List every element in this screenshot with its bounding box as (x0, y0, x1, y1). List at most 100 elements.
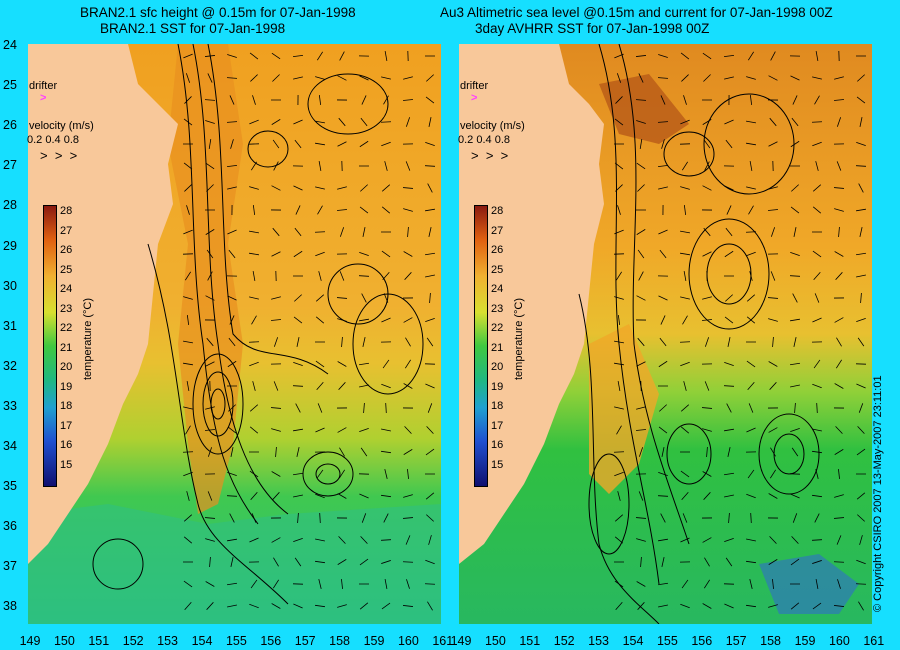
vector-arrow (226, 121, 238, 123)
vector-arrow (726, 205, 732, 215)
vector-arrow (680, 119, 690, 125)
vector-arrow (616, 425, 622, 435)
vector-arrow (838, 468, 840, 480)
vector-arrow (227, 229, 237, 235)
vector-arrow (228, 337, 236, 347)
vector-arrow (772, 578, 774, 590)
vector-arrow (315, 120, 325, 124)
vector-arrow (658, 538, 668, 542)
vector-arrow (293, 494, 303, 498)
vector-arrow (362, 337, 366, 347)
vector-arrow (724, 428, 734, 432)
vector-arrow (635, 99, 647, 101)
vector-arrow (791, 117, 799, 127)
lon-label: 150 (53, 634, 75, 648)
vector-arrow (791, 447, 799, 457)
vector-arrow (273, 337, 279, 347)
vector-arrow (205, 295, 215, 301)
vector-arrow (791, 184, 799, 192)
vector-arrow (706, 446, 708, 458)
right-sea-level-contours (578, 44, 820, 624)
vector-arrow (184, 96, 192, 104)
vector-arrow (680, 296, 690, 300)
vector-arrow (294, 227, 302, 237)
vector-arrow (271, 428, 281, 432)
vector-arrow (205, 406, 215, 410)
vector-arrow (293, 316, 303, 324)
right-map-panel (459, 44, 872, 624)
vector-arrow (857, 337, 865, 347)
vector-arrow (725, 227, 733, 237)
vector-arrow (835, 426, 843, 434)
vector-arrow (249, 230, 259, 234)
vector-arrow (227, 360, 237, 368)
vector-arrow (184, 601, 192, 611)
vector-arrow (293, 185, 303, 191)
vector-arrow (702, 428, 712, 432)
vector-arrow (338, 469, 346, 479)
colorbar-tick: 17 (60, 419, 73, 432)
vector-arrow (314, 604, 326, 608)
colorbar-tick: 19 (491, 380, 504, 393)
vector-arrow (339, 271, 345, 281)
vector-arrow (769, 469, 777, 479)
vector-arrow (745, 231, 757, 233)
vector-arrow (226, 495, 238, 497)
vector-arrow (724, 119, 734, 125)
left-sea-level-contours (92, 44, 424, 605)
vector-arrow (680, 603, 690, 609)
vector-arrow (271, 119, 281, 125)
vector-arrow (204, 517, 216, 519)
vector-arrow (790, 75, 800, 81)
vector-arrow (613, 451, 625, 453)
vector-arrow (336, 209, 348, 211)
vector-arrow (657, 495, 669, 497)
vector-arrow (250, 74, 258, 82)
vector-arrow (790, 427, 800, 433)
vector-arrow (614, 362, 624, 366)
vector-arrow (206, 184, 214, 192)
vector-arrow (768, 318, 778, 322)
vector-arrow (812, 76, 822, 80)
vector-arrow (638, 447, 644, 457)
vector-arrow (680, 186, 690, 190)
vector-arrow (812, 428, 822, 432)
vector-arrow (617, 205, 621, 215)
vector-arrow (358, 362, 370, 366)
vector-arrow (636, 229, 646, 235)
vector-arrow (316, 469, 324, 479)
vector-arrow (405, 117, 411, 127)
vector-arrow (659, 404, 667, 412)
vector-arrow (316, 381, 324, 391)
vector-arrow (834, 383, 844, 389)
vector-arrow (680, 252, 690, 256)
vector-arrow (251, 315, 257, 325)
vector-arrow (724, 362, 734, 366)
vector-arrow (724, 494, 734, 498)
lat-label: 33 (3, 398, 17, 413)
colorbar-tick: 18 (491, 400, 504, 412)
vector-arrow (812, 206, 822, 214)
vector-arrow (657, 582, 669, 586)
lon-label: 155 (225, 634, 247, 648)
vector-arrow (856, 142, 866, 146)
vector-arrow (724, 603, 734, 609)
vector-arrow (636, 361, 646, 367)
colorbar-tick: 26 (491, 244, 504, 256)
vector-arrow (273, 381, 279, 391)
vector-arrow (789, 362, 801, 366)
vector-arrow (293, 250, 303, 258)
vector-arrow (209, 556, 211, 568)
right-warm-patch (599, 74, 689, 144)
vector-arrow (403, 494, 413, 498)
vector-arrow (337, 75, 347, 81)
lon-label: 158 (329, 634, 351, 648)
lat-label: 31 (3, 318, 17, 333)
vector-arrow (745, 560, 757, 564)
vector-arrow (614, 536, 624, 544)
vector-arrow (725, 557, 733, 567)
vector-arrow (704, 557, 710, 567)
vector-arrow (815, 51, 819, 61)
vector-arrow (768, 427, 778, 433)
left-land (28, 44, 178, 564)
